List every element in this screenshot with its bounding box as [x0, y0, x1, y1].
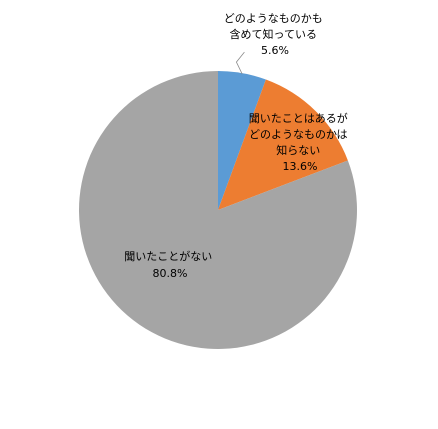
slice-1-leader-line [235, 51, 245, 75]
slice-3-label: 聞いたことがない 80.8% [124, 249, 216, 280]
pie-slice-2 [218, 79, 348, 211]
slice-3-value-label: 80.8% [153, 267, 188, 280]
slice-1-label-line-2: 含めて知っている [230, 27, 317, 41]
slice-2-label-line-2: どのようなものかは [249, 128, 348, 141]
slice-1-label-line-1: どのようなものかも [224, 12, 323, 25]
pie-leaders [235, 51, 245, 75]
slice-2-label: 聞いたことはあるが どのようなものかは 知らない 13.6% [249, 111, 352, 173]
slice-2-value-label: 13.6% [283, 160, 318, 173]
slice-3-label-line-1: 聞いたことがない [124, 249, 212, 263]
slice-1-value-label: 5.6% [261, 44, 289, 57]
pie-slice-3 [78, 71, 357, 349]
pie-slice-1 [218, 71, 266, 210]
pie-slices [78, 71, 357, 349]
slice-1-label: どのようなものかも 含めて知っている 5.6% [224, 12, 327, 57]
slice-2-label-line-3: 知らない [276, 143, 320, 157]
slice-2-label-line-1: 聞いたことはあるが [249, 111, 348, 125]
